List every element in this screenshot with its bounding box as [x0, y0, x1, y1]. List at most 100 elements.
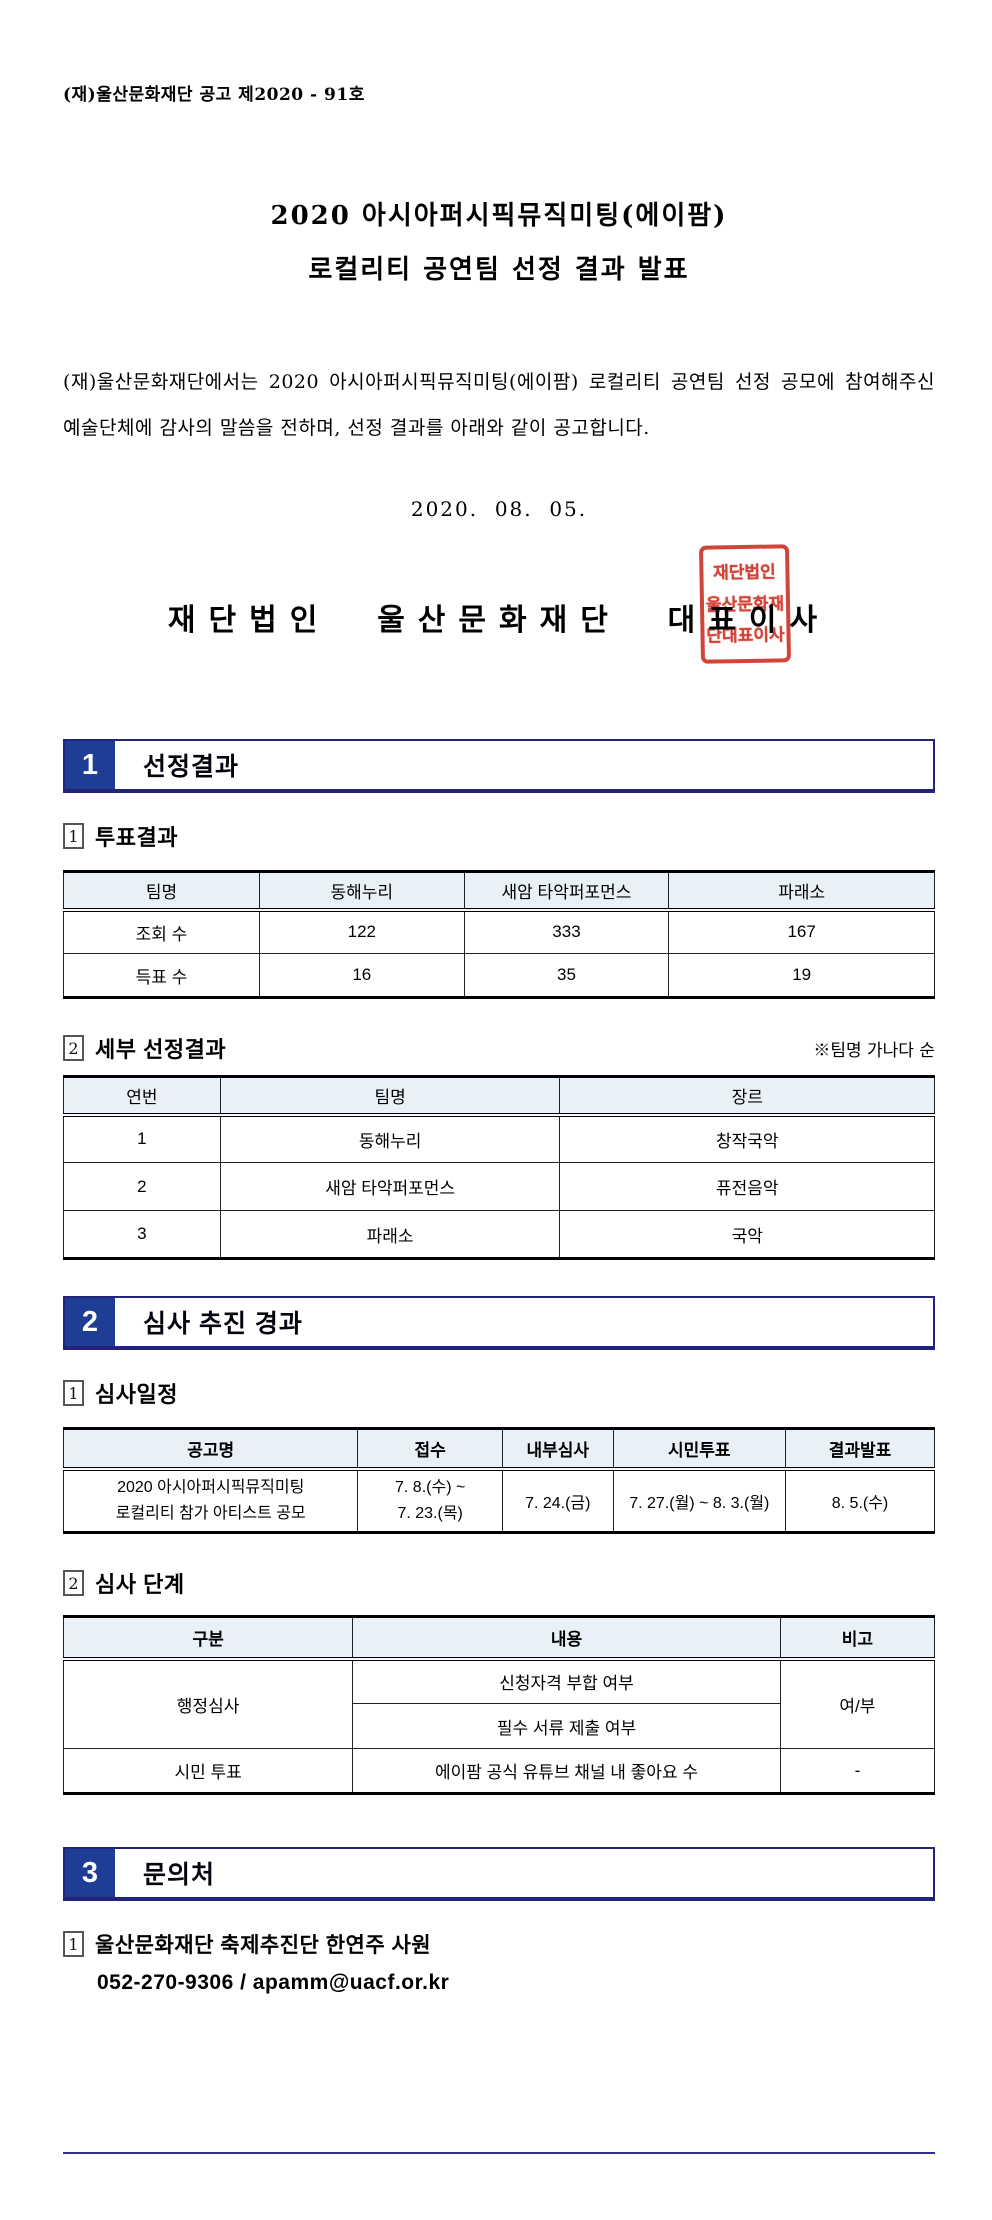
cell-value: 새암 타악퍼포먼스: [219, 1162, 561, 1211]
internal-review-date-cell: 7. 24.(금): [501, 1468, 614, 1533]
cell-value: 167: [668, 909, 935, 954]
column-header: 연번: [63, 1076, 221, 1117]
announcement-date: 2020. 08. 05.: [410, 497, 588, 521]
section-number-badge: 2: [65, 1298, 115, 1346]
cell-value: 국악: [559, 1210, 935, 1259]
table-row: 행정심사 신청자격 부합 여부 여/부: [62, 1658, 936, 1749]
document-title-line2: 로컬리티 공연팀 선정 결과 발표: [308, 255, 690, 285]
cell-value: 16: [258, 953, 465, 998]
table-header-row: 구분 내용 비고: [62, 1616, 936, 1661]
subsection-marker: 2: [63, 1035, 84, 1061]
stage-note-dash: -: [779, 1748, 936, 1794]
reception-period-cell: 7. 8.(수) ~ 7. 23.(목): [357, 1468, 503, 1533]
cell-value: 파래소: [219, 1210, 561, 1259]
review-stage-table: 구분 내용 비고 행정심사 신청자격 부합 여부 여/부 필수 서류 제출 여부…: [62, 1615, 936, 1795]
table-row: 2020 아시아퍼시픽뮤직미팅 로컬리티 참가 아티스트 공모 7. 8.(수)…: [62, 1468, 935, 1533]
selection-detail-table: 연번 팀명 장르 1 동해누리 창작국악 2 새암 타악퍼포먼스 퓨전음악 3 …: [63, 1075, 935, 1260]
subsection-marker: 1: [63, 1931, 84, 1957]
vote-results-table: 팀명 동해누리 새암 타악퍼포먼스 파래소 조회 수 122 333 167 득…: [63, 870, 935, 999]
citizen-vote-period-cell: 7. 27.(월) ~ 8. 3.(월): [612, 1468, 787, 1533]
table-row: 2 새암 타악퍼포먼스 퓨전음악: [63, 1162, 935, 1211]
column-header: 새암 타악퍼포먼스: [463, 871, 670, 912]
column-header: 내용: [352, 1616, 781, 1661]
table-header-row: 연번 팀명 장르: [63, 1076, 935, 1117]
stage-content-documents: 필수 서류 제출 여부: [352, 1703, 781, 1749]
column-header: 팀명: [219, 1076, 561, 1117]
subsection-title: 세부 선정결과: [95, 1037, 227, 1062]
subsection-marker: 1: [63, 1380, 84, 1406]
stage-label-citizen-vote: 시민 투표: [62, 1748, 354, 1794]
reception-period-line2: 7. 23.(목): [397, 1504, 463, 1522]
signature-block: 재단법인 울산문화재단 대표이사 재단법인 울산문화재 단대표이사: [63, 544, 935, 683]
section-header-contact: 3 문의처: [63, 1847, 935, 1901]
cell-value: 2: [63, 1162, 221, 1211]
table-row: 필수 서류 제출 여부: [64, 1703, 935, 1749]
table-row: 1 동해누리 창작국악: [63, 1114, 935, 1163]
column-header: 결과발표: [785, 1428, 935, 1471]
section-number-badge: 3: [65, 1849, 115, 1897]
column-header: 비고: [779, 1616, 936, 1661]
seal-text-line: 재단법인: [713, 562, 776, 583]
contact-person-line: 1 울산문화재단 축제추진단 한연주 사원: [63, 1929, 935, 1959]
review-schedule-table: 공고명 접수 내부심사 시민투표 결과발표 2020 아시아퍼시픽뮤직미팅 로컬…: [62, 1427, 935, 1534]
row-label: 조회 수: [63, 909, 260, 954]
column-header: 장르: [559, 1076, 935, 1117]
cell-value: 35: [463, 953, 670, 998]
cell-value: 창작국악: [559, 1114, 935, 1163]
cell-value: 19: [668, 953, 935, 998]
section-header-selection-results: 1 선정결과: [63, 739, 935, 793]
cell-value: 1: [63, 1114, 221, 1163]
section-header-review-process: 2 심사 추진 경과: [63, 1296, 935, 1350]
footer-divider: [63, 2152, 935, 2154]
seal-text-line: 단대표이사: [706, 625, 785, 646]
subsection-marker: 2: [63, 1570, 84, 1596]
table-row: 3 파래소 국악: [63, 1210, 935, 1259]
contact-person: 울산문화재단 축제추진단 한연주 사원: [95, 1934, 432, 1957]
cell-value: 333: [463, 909, 670, 954]
cell-value: 122: [258, 909, 465, 954]
reception-period-line1: 7. 8.(수) ~: [395, 1478, 466, 1496]
column-header: 구분: [62, 1616, 354, 1661]
subsection-vote-results: 1 투표결과: [63, 820, 935, 852]
column-header: 접수: [357, 1428, 503, 1471]
column-header: 팀명: [63, 871, 260, 912]
cell-value: 동해누리: [219, 1114, 561, 1163]
subsection-title: 심사 단계: [95, 1572, 185, 1597]
table-row: 득표 수 16 35 19: [63, 953, 935, 998]
subsection-review-schedule: 1 심사일정: [63, 1377, 935, 1409]
subsection-review-stages: 2 심사 단계: [63, 1567, 935, 1599]
stage-content-youtube-likes: 에이팜 공식 유튜브 채널 내 좋아요 수: [352, 1748, 781, 1794]
result-announcement-date-cell: 8. 5.(수): [785, 1468, 935, 1533]
table-header-row: 공고명 접수 내부심사 시민투표 결과발표: [62, 1428, 935, 1471]
body-paragraph: (재)울산문화재단에서는 2020 아시아퍼시픽뮤직미팅(에이팜) 로컬리티 공…: [63, 371, 935, 439]
notice-number: (재)울산문화재단 공고 제2020 - 91호: [63, 85, 365, 105]
subsection-title: 투표결과: [95, 825, 178, 850]
stage-content-eligibility: 신청자격 부합 여부: [352, 1658, 781, 1704]
section-title: 선정결과: [143, 753, 240, 781]
contact-phone-email: 052-270-9306 / apamm@uacf.or.kr: [97, 1971, 450, 1994]
seal-text-line: 울산문화재: [705, 593, 785, 615]
cell-value: 3: [63, 1210, 221, 1259]
document-title: 2020 아시아퍼시픽뮤직미팅(에이팜) 로컬리티 공연팀 선정 결과 발표: [63, 189, 935, 297]
table-header-row: 팀명 동해누리 새암 타악퍼포먼스 파래소: [63, 871, 935, 912]
section-title: 문의처: [143, 1861, 216, 1889]
subsection-marker: 1: [63, 823, 84, 849]
corporate-seal-stamp: 재단법인 울산문화재 단대표이사: [698, 544, 792, 664]
section-number-badge: 1: [65, 741, 115, 789]
announcement-name-line2: 로컬리티 참가 아티스트 공모: [115, 1504, 306, 1522]
contact-block: 1 울산문화재단 축제추진단 한연주 사원 052-270-9306 / apa…: [63, 1929, 935, 1995]
announcement-name-cell: 2020 아시아퍼시픽뮤직미팅 로컬리티 참가 아티스트 공모: [62, 1468, 359, 1533]
section-title: 심사 추진 경과: [143, 1310, 303, 1338]
column-header: 공고명: [62, 1428, 359, 1471]
table-row: 시민 투표 에이팜 공식 유튜브 채널 내 좋아요 수 -: [62, 1748, 936, 1794]
announcement-name-line1: 2020 아시아퍼시픽뮤직미팅: [117, 1478, 305, 1496]
subsection-detail-results: 2 세부 선정결과 ※팀명 가나다 순: [63, 1032, 935, 1064]
row-label: 득표 수: [63, 953, 260, 998]
column-header: 내부심사: [501, 1428, 614, 1471]
column-header: 동해누리: [258, 871, 465, 912]
sort-order-note: ※팀명 가나다 순: [813, 1040, 935, 1061]
stage-note-yes-no: 여/부: [779, 1658, 936, 1749]
cell-value: 퓨전음악: [559, 1162, 935, 1211]
document-title-line1: 2020 아시아퍼시픽뮤직미팅(에이팜): [270, 201, 728, 231]
